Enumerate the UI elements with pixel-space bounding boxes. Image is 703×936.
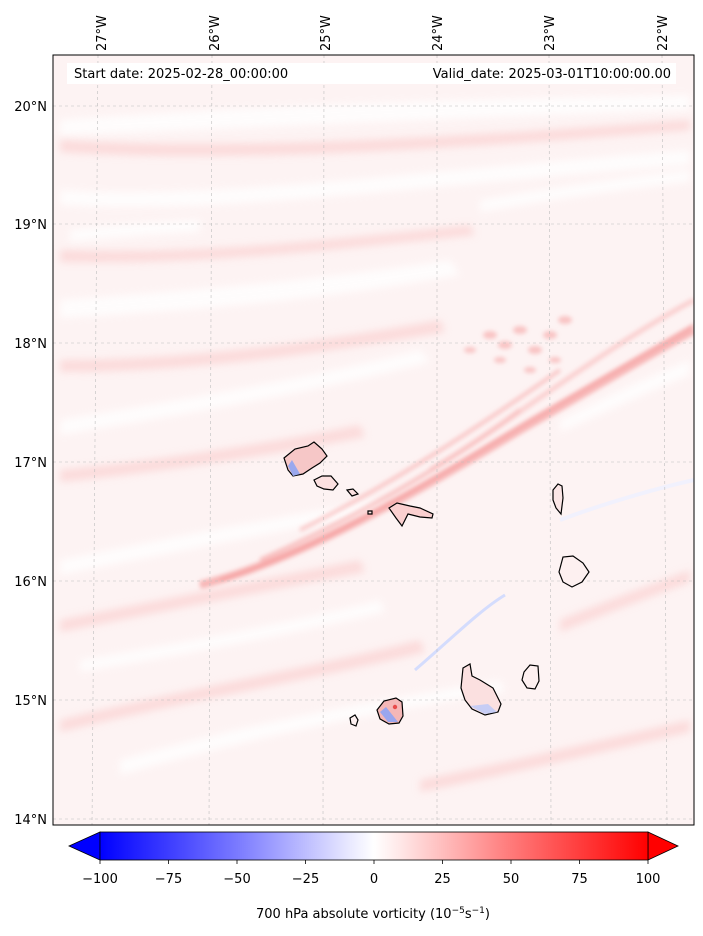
lon-label-27w: 27°W	[95, 15, 110, 51]
colorbar-title-main: 700 hPa absolute vorticity (10	[256, 907, 452, 922]
colorbar-title-end: )	[485, 907, 490, 922]
island-maio	[521, 664, 540, 690]
lon-label-23w: 23°W	[543, 15, 558, 51]
island-sao-nicolau	[388, 502, 434, 528]
island-santiago	[460, 663, 502, 716]
colorbar-tick-label: 25	[434, 872, 451, 887]
island-sal	[552, 483, 564, 516]
colorbar-tick-label: −100	[82, 872, 118, 887]
colorbar-tick-label: −75	[155, 872, 182, 887]
gridlines	[53, 55, 694, 825]
colorbar-title-mid: s	[465, 907, 472, 922]
island-boa-vista	[558, 555, 590, 588]
colorbar-max-extend	[647, 831, 679, 861]
colorbar-tick-label: −50	[223, 872, 250, 887]
lon-label-22w: 22°W	[656, 15, 671, 51]
lat-label-18n: 18°N	[14, 337, 47, 352]
island-brava	[349, 714, 359, 727]
longitude-labels: 27°W 26°W 25°W 24°W 23°W 22°W	[95, 15, 671, 51]
lon-label-26w: 26°W	[208, 15, 223, 51]
colorbar-tick-label: −25	[292, 872, 319, 887]
colorbar-gradient	[99, 831, 649, 861]
start-date-text: Start date: 2025-02-28_00:00:00	[74, 67, 288, 82]
colorbar-title-exp1: −5	[452, 906, 465, 916]
lon-label-24w: 24°W	[431, 15, 446, 51]
lon-label-25w: 25°W	[319, 15, 334, 51]
island-santo-antao	[283, 441, 328, 477]
colorbar-tick-label: 50	[503, 872, 520, 887]
colorbar-title-exp2: −1	[472, 906, 485, 916]
valid-date-text: Valid_date: 2025-03-01T10:00:00.00	[433, 67, 671, 82]
lat-label-15n: 15°N	[14, 694, 47, 709]
lat-label-17n: 17°N	[14, 456, 47, 471]
lat-label-14n: 14°N	[14, 813, 47, 828]
lat-label-16n: 16°N	[14, 575, 47, 590]
lat-label-20n: 20°N	[14, 100, 47, 115]
lat-label-19n: 19°N	[14, 218, 47, 233]
island-sao-vicente	[313, 475, 339, 491]
latitude-labels: 20°N 19°N 18°N 17°N 16°N 15°N 14°N	[14, 100, 47, 828]
colorbar-min-extend	[68, 831, 101, 861]
colorbar-tick-label: 75	[571, 872, 588, 887]
colorbar-title: 700 hPa absolute vorticity (10−5s−1)	[256, 906, 490, 922]
colorbar-ticks: −100 −75 −50 −25 0 25 50 75 100	[82, 860, 660, 887]
vorticity-field	[53, 55, 694, 825]
map-frame	[52, 54, 695, 826]
colorbar-tick-label: 0	[370, 872, 378, 887]
island-fogo	[376, 697, 404, 725]
island-santa-luzia	[345, 488, 360, 497]
island-branco	[367, 510, 373, 515]
header-box	[67, 63, 676, 84]
colorbar-tick-label: 100	[636, 872, 661, 887]
colorbar: −100 −75 −50 −25 0 25 50 75 100 700 hPa absolute…	[68, 831, 679, 922]
islands	[283, 441, 590, 727]
